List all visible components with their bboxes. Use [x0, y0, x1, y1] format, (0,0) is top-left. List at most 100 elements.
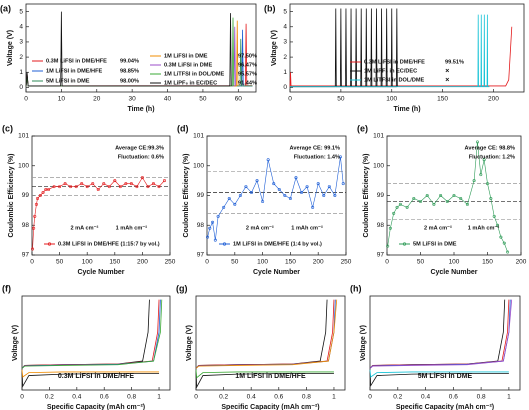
data-line	[32, 177, 165, 250]
data-point	[272, 182, 276, 186]
y-axis-label: Voltage (V)	[12, 325, 19, 361]
data-point	[32, 226, 36, 230]
data-point	[386, 244, 390, 248]
x-tick-label: 200	[516, 259, 527, 266]
x-tick-label: 0.2	[45, 394, 54, 401]
annotation: Average CE: 98.8%	[465, 145, 515, 151]
data-line	[195, 299, 328, 369]
data-point	[255, 179, 259, 183]
y-tick-label: 2	[19, 54, 23, 61]
legend-label: 1M LiFSI in DME/HFE (1:4 by vol.)	[233, 241, 322, 247]
data-point	[294, 176, 298, 180]
x-tick-label: 40	[164, 96, 172, 103]
data-point	[238, 194, 242, 198]
x-tick-label: 200	[313, 259, 324, 266]
x-tick-label: 0	[24, 96, 28, 103]
data-point	[41, 191, 45, 195]
data-point	[58, 185, 62, 189]
data-point	[140, 176, 144, 180]
annotation: 1 mAh cm⁻²	[116, 224, 148, 231]
y-tick-label: 101	[373, 133, 384, 140]
plot-frame	[195, 295, 346, 391]
x-tick-label: 0	[30, 259, 34, 266]
data-point	[266, 158, 270, 162]
x-tick-label: 50	[337, 96, 345, 103]
x-tick-label: 1	[507, 394, 511, 401]
data-line	[207, 156, 344, 241]
x-tick-label: 200	[488, 96, 499, 103]
y-tick-label: 99	[197, 192, 205, 199]
y-tick-label: 3	[283, 39, 287, 46]
legend-value: 91.44%	[238, 80, 257, 86]
data-line	[195, 299, 336, 369]
legend-label: 0.3M LiFSI in DME/HFE	[46, 58, 107, 64]
legend-value: 95.57%	[238, 71, 257, 77]
data-point	[227, 196, 231, 200]
data-point	[85, 185, 89, 189]
x-tick-label: 0.8	[477, 394, 486, 401]
data-point	[489, 196, 493, 200]
x-tick-label: 100	[257, 259, 268, 266]
data-line	[369, 369, 509, 378]
panel-label: (h)	[350, 283, 362, 293]
y-tick-label: 1	[19, 69, 23, 76]
x-tick-label: 0.4	[421, 394, 430, 401]
annotation: Average CE: 99.1%	[290, 145, 340, 151]
x-tick-label: 0.6	[449, 394, 458, 401]
data-point	[135, 185, 139, 189]
x-tick-label: 0	[205, 259, 209, 266]
data-point	[338, 155, 342, 159]
data-line	[21, 299, 150, 369]
data-point	[63, 182, 67, 186]
x-axis-label: Specific Capacity (mAh cm⁻²)	[221, 404, 319, 410]
data-point	[465, 202, 469, 206]
panel-label: (e)	[357, 123, 368, 133]
annotation: Fluctuation: 1.2%	[469, 154, 515, 160]
x-tick-label: 10	[58, 96, 66, 103]
data-point	[327, 185, 331, 189]
plot-frame	[25, 3, 257, 93]
x-tick-label: 1	[157, 394, 161, 401]
x-axis-label: Cycle Number	[77, 269, 124, 276]
data-line	[21, 369, 160, 378]
panel-caption: 0.3M LiFSI in DME/HFE	[58, 373, 135, 380]
data-point	[439, 194, 443, 198]
annotation: 2 mA cm⁻²	[246, 224, 274, 231]
x-tick-label: 100	[386, 96, 397, 103]
legend-value: 97.50%	[238, 53, 257, 59]
plot-frame	[369, 295, 521, 391]
data-point	[395, 205, 399, 209]
data-line	[290, 8, 398, 88]
y-tick-label: 97	[377, 252, 385, 259]
data-point	[392, 211, 396, 215]
data-line	[21, 299, 163, 369]
data-point	[305, 185, 309, 189]
legend-value: 98.85%	[120, 68, 139, 74]
data-point	[74, 185, 78, 189]
data-point	[277, 188, 281, 192]
y-axis-label: Coulombic Efficiency (%)	[8, 153, 15, 237]
x-tick-label: 30	[129, 96, 137, 103]
y-tick-label: 4	[283, 23, 287, 30]
x-tick-label: 0.2	[393, 394, 402, 401]
legend-label: 1M LiFSI in DME/HFE	[46, 68, 103, 74]
y-tick-label: 98	[22, 222, 30, 229]
x-tick-label: 0.6	[274, 394, 283, 401]
data-point	[432, 202, 436, 206]
legend-label: 5M LiFSI in DME	[46, 78, 90, 84]
x-tick-label: 0.8	[127, 394, 136, 401]
data-point	[118, 185, 122, 189]
annotation: 2 mA cm⁻²	[424, 224, 452, 231]
y-axis-label: Voltage (V)	[186, 325, 193, 361]
y-tick-label: 100	[373, 162, 384, 169]
legend-label: 0.3M LiFSI in DME/HFE	[364, 59, 425, 65]
x-tick-label: 50	[56, 259, 64, 266]
x-tick-label: 150	[482, 259, 493, 266]
plot-frame	[289, 3, 525, 93]
data-point	[398, 202, 402, 206]
data-point	[233, 202, 237, 206]
x-tick-label: 250	[341, 259, 352, 266]
data-point	[33, 214, 37, 218]
legend-label: 0.3M LiFSI in DME	[164, 62, 212, 68]
legend-value: ✕	[445, 67, 450, 74]
